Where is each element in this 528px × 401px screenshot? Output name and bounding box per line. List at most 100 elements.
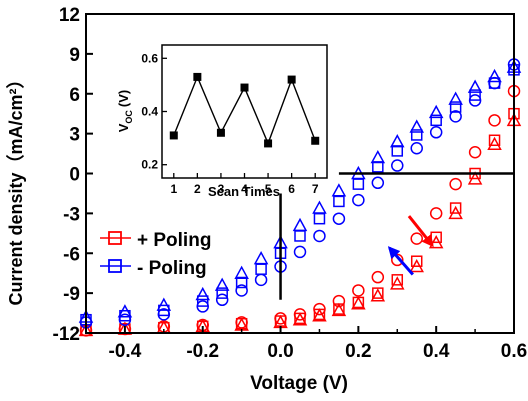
data-point	[390, 276, 405, 290]
annotation-layer	[387, 215, 434, 276]
data-point	[292, 217, 308, 232]
y-tick-label: -3	[63, 204, 80, 225]
data-point	[409, 258, 424, 273]
x-axis-title: Voltage (V)	[250, 373, 348, 394]
data-point	[430, 114, 442, 127]
data-point	[293, 245, 307, 259]
data-point	[215, 293, 229, 307]
data-point	[78, 322, 94, 337]
data-point	[449, 202, 462, 214]
data-point	[331, 183, 347, 197]
data-point	[156, 297, 172, 311]
data-point	[352, 284, 365, 297]
data-point	[449, 101, 462, 113]
data-point	[332, 294, 346, 308]
series-poling-triangle	[78, 59, 522, 323]
inset-data-point	[311, 136, 320, 145]
y-axis-title: Current density（mA/cm²）	[6, 70, 26, 305]
y-tick-label: 0	[69, 165, 80, 186]
data-point	[274, 312, 287, 325]
inset-x-tick-label: 6	[288, 182, 295, 196]
data-point	[372, 287, 384, 299]
data-point	[390, 134, 405, 148]
legend-label-plus: + Poling	[137, 230, 211, 251]
data-point	[391, 159, 404, 172]
data-point	[352, 178, 365, 190]
y-tick-label: 12	[59, 5, 80, 26]
data-point	[196, 295, 209, 307]
legend-label-minus: - Poling	[137, 258, 207, 279]
inset-x-tick-label: 3	[218, 182, 225, 196]
y-tick-label: 9	[69, 45, 80, 66]
data-point	[410, 129, 423, 141]
data-point	[487, 136, 502, 151]
data-point	[313, 302, 326, 316]
inset-layer: 1 2 3 4 5 6 7 0.2 0.4 0.6	[141, 44, 328, 196]
data-point	[391, 145, 404, 157]
data-point	[333, 195, 345, 208]
x-tick-label: 0.0	[267, 341, 293, 362]
data-point	[428, 104, 444, 119]
inset-x-tick-label: 5	[265, 182, 272, 196]
inset-y-tick-label: 0.6	[141, 51, 158, 65]
data-point	[467, 79, 483, 93]
data-point	[370, 288, 386, 302]
data-point	[351, 296, 366, 310]
data-point	[157, 308, 171, 321]
y-tick-label: 3	[69, 125, 80, 146]
data-point	[468, 145, 482, 159]
inset-data-point	[193, 72, 202, 81]
data-point	[449, 177, 462, 191]
y-tick-label: -12	[53, 324, 80, 345]
data-point	[235, 316, 248, 329]
inset-data-point	[216, 128, 225, 137]
data-point	[371, 176, 385, 190]
data-point	[372, 161, 384, 173]
data-point	[370, 149, 386, 164]
inset-data-point	[287, 75, 296, 84]
inset-x-axis-title: Scan Times	[208, 184, 280, 199]
data-point	[332, 212, 346, 225]
data-point	[254, 273, 268, 287]
legend-item-minus-poling: - Poling	[100, 258, 207, 279]
data-point	[488, 114, 501, 127]
data-point	[312, 308, 327, 322]
red-arrow	[407, 215, 434, 248]
data-point	[371, 270, 385, 284]
inset-data-point	[264, 139, 273, 148]
data-point	[410, 232, 423, 245]
legend-item-plus-poling: + Poling	[100, 230, 211, 251]
data-point	[195, 286, 210, 301]
data-point	[448, 91, 463, 105]
inset-y-axis-title: VOC (V)	[116, 90, 134, 133]
data-point	[312, 200, 327, 214]
data-point	[391, 274, 404, 286]
data-point	[331, 302, 347, 317]
data-point	[293, 308, 307, 321]
x-tick-label: 0.2	[345, 341, 371, 362]
data-point	[117, 321, 133, 335]
data-point	[410, 141, 423, 155]
data-point	[468, 94, 482, 107]
data-point	[487, 68, 502, 83]
data-point	[352, 193, 365, 207]
x-tick-label: 0.6	[501, 341, 527, 362]
data-point	[214, 277, 230, 291]
data-point	[234, 265, 249, 279]
data-point	[313, 212, 326, 225]
data-point	[449, 110, 462, 123]
inset-y-axis-title-main: V	[116, 123, 131, 132]
inset-chart: 1 2 3 4 5 6 7 0.2 0.4 0.6 Scan Times VOC (V)	[116, 44, 328, 199]
inset-y-axis-title-sub: OC	[124, 110, 134, 124]
x-tick-label: -0.2	[186, 341, 219, 362]
legend-marker-minus	[108, 259, 122, 273]
inset-y-tick-label: 0.2	[141, 158, 158, 172]
inset-x-tick-label: 1	[170, 182, 177, 196]
y-tick-label: -6	[63, 244, 80, 265]
data-point	[196, 300, 209, 313]
data-point	[488, 134, 501, 147]
data-point	[117, 304, 133, 318]
inset-data-point	[240, 83, 249, 92]
